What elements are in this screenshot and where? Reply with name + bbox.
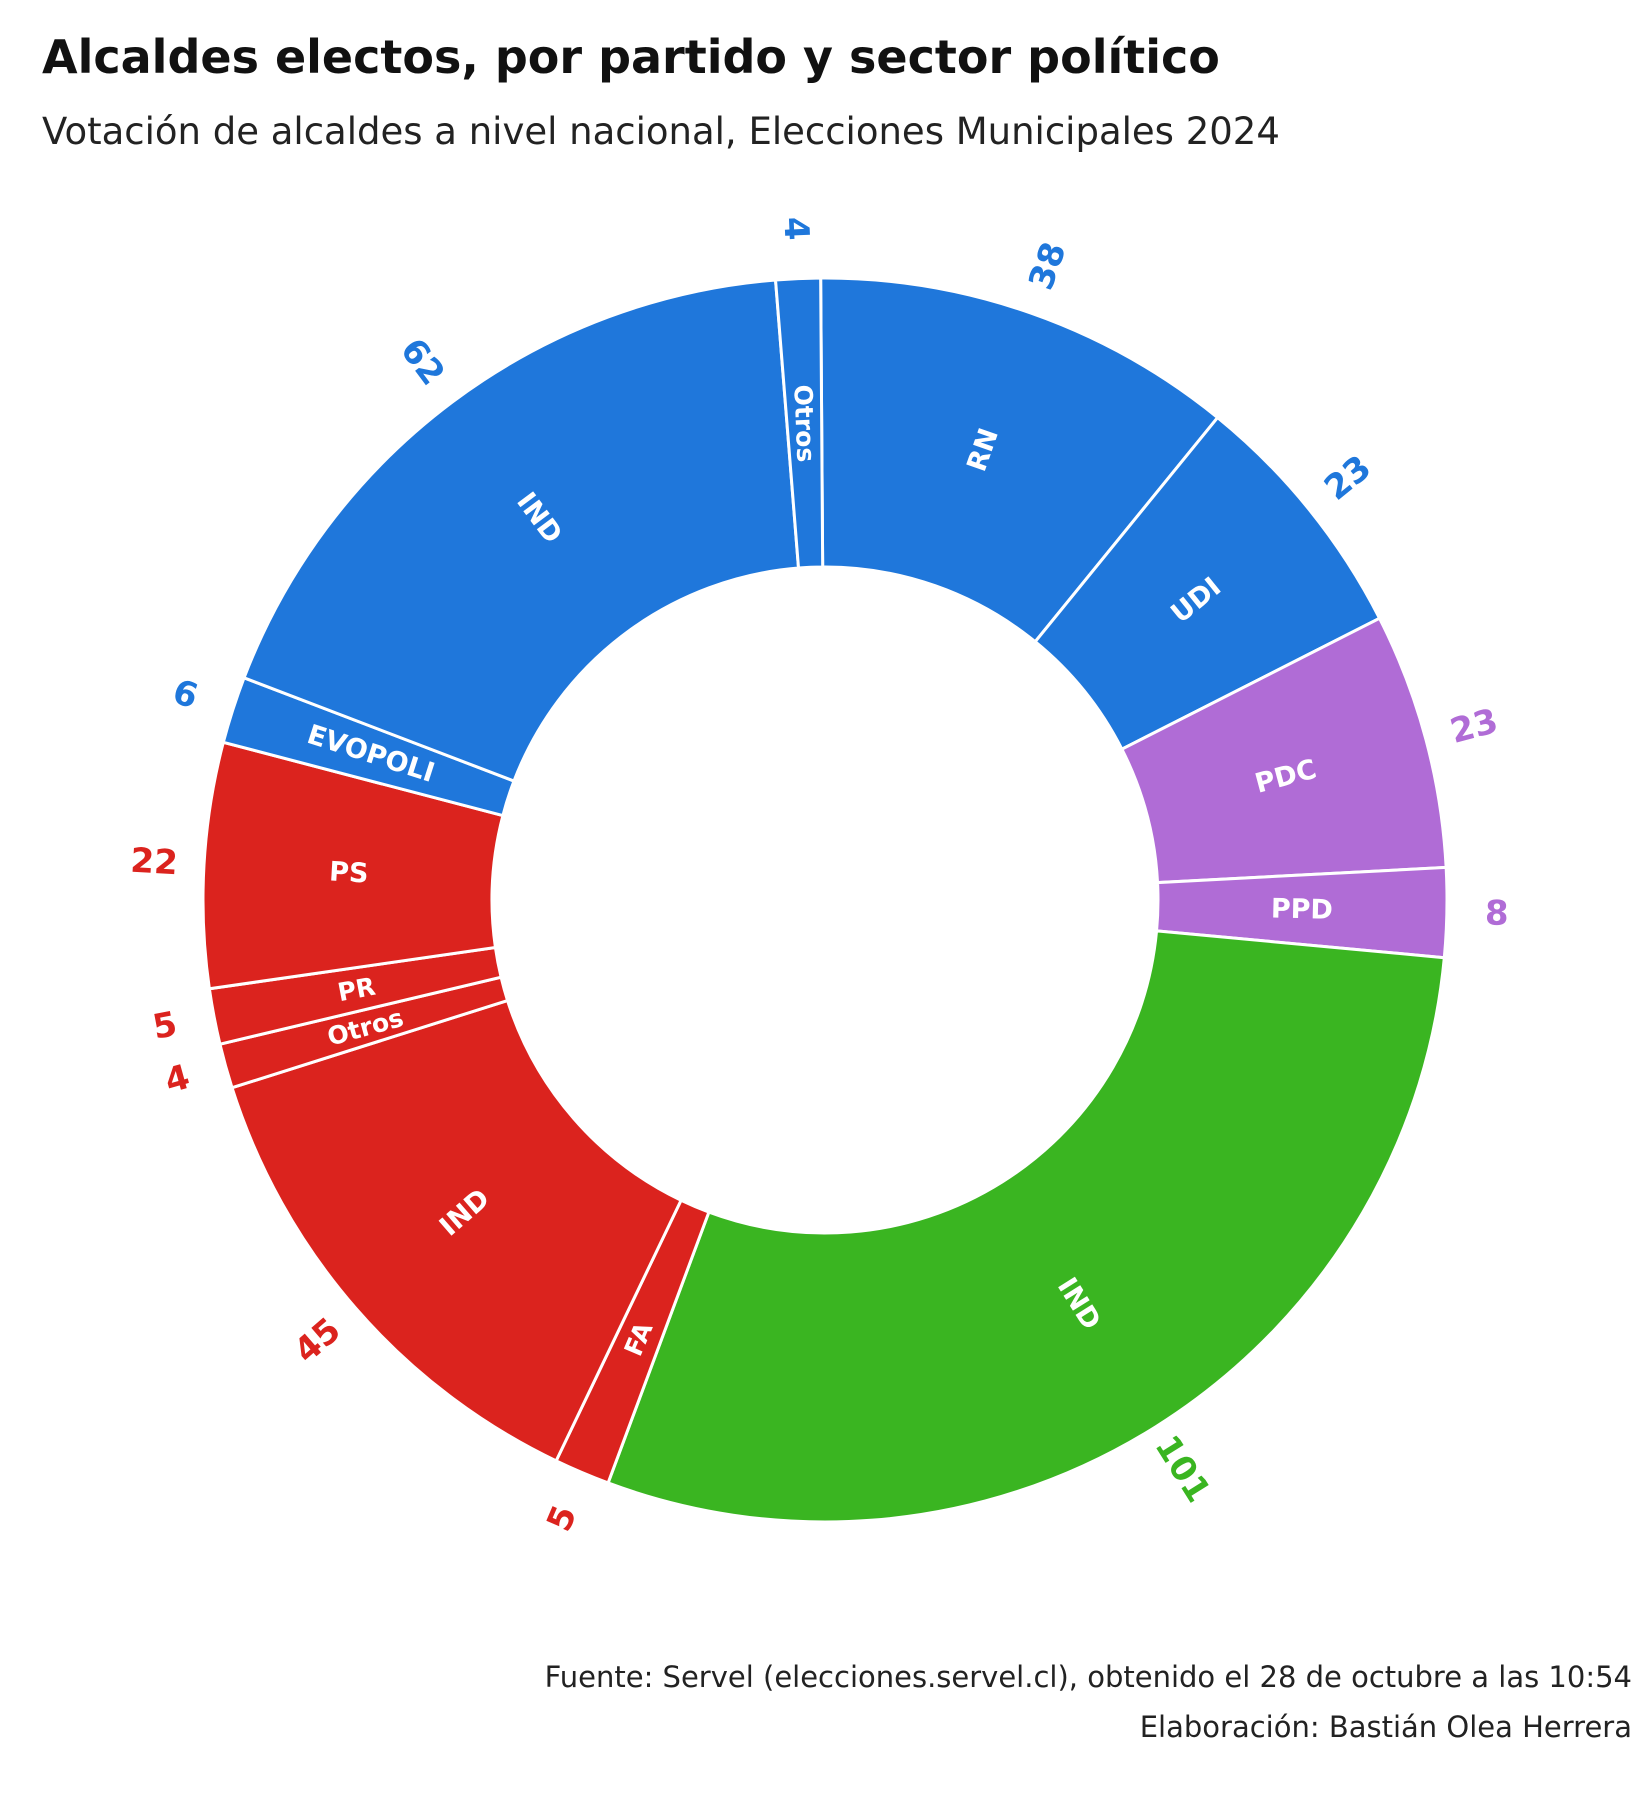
value-label: 8	[1485, 893, 1509, 933]
slice-independiente-ind	[606, 929, 1446, 1524]
slices-layer	[201, 276, 1449, 1524]
value-label: 5	[150, 1004, 181, 1048]
slice-derecha-rn	[819, 276, 1220, 644]
value-label: 38	[1021, 237, 1074, 295]
value-label: 4	[161, 1057, 194, 1102]
slice-derecha-otros	[773, 276, 825, 570]
value-label: 23	[1317, 448, 1379, 509]
value-label: 6	[168, 672, 203, 717]
value-label: 23	[1446, 701, 1502, 752]
source-note: Fuente: Servel (elecciones.servel.cl), o…	[544, 1660, 1632, 1694]
value-label: 4	[775, 216, 816, 241]
slice-label-ps: PS	[328, 856, 369, 889]
slice-izquierda-ind	[230, 998, 684, 1463]
chart-subtitle: Votación de alcaldes a nivel nacional, E…	[42, 110, 1280, 153]
value-label: 22	[129, 841, 179, 884]
value-label: 5	[539, 1500, 585, 1537]
slice-label-pr: PR	[335, 972, 377, 1008]
credit-note: Elaboración: Bastián Olea Herrera	[1139, 1710, 1632, 1744]
value-label: 45	[287, 1310, 349, 1371]
slice-label-otros: Otros	[788, 384, 820, 463]
slice-label-ppd: PPD	[1271, 894, 1334, 926]
chart-title: Alcaldes electos, por partido y sector p…	[42, 30, 1220, 84]
value-label: 62	[392, 331, 452, 393]
value-label: 101	[1147, 1428, 1219, 1509]
slice-derecha-ind	[242, 278, 801, 783]
